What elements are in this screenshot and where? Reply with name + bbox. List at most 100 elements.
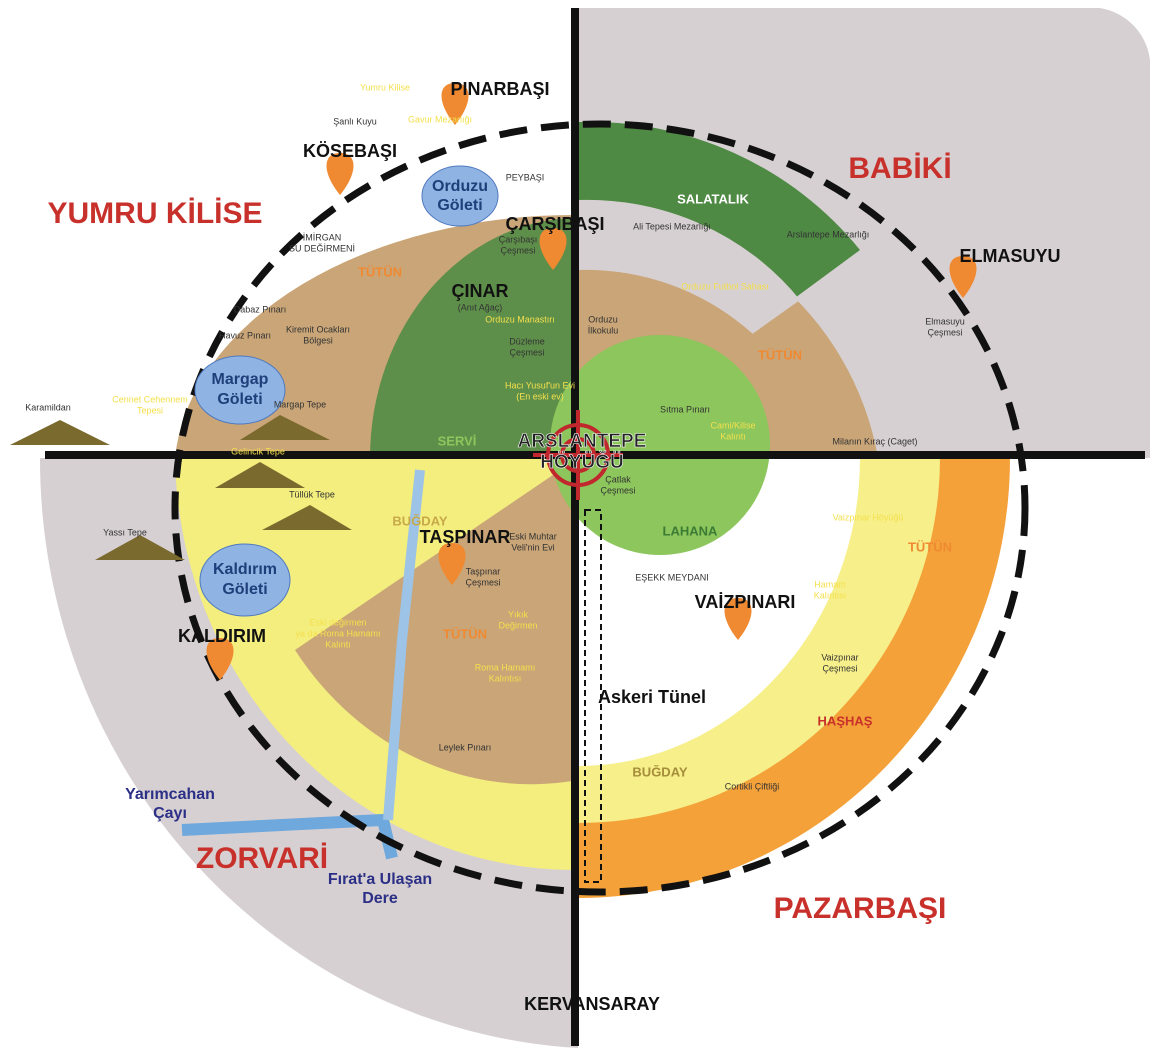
zone-label: TÜTÜN	[758, 347, 802, 362]
place-label: Karamildan	[25, 402, 71, 412]
water-label: Dere	[362, 890, 398, 907]
place-label: Çeşmesi	[600, 485, 635, 495]
place-label: Hamam	[814, 579, 846, 589]
place-label: Kiremit Ocakları	[286, 324, 350, 334]
water-label: Yarımcahan	[125, 786, 215, 803]
place-label: Kalıntı	[325, 639, 351, 649]
village-label: ÇARŞIBAŞI	[505, 214, 604, 234]
place-label: Çeşmesi	[500, 245, 535, 255]
place-label: Cennet Cehennem	[112, 394, 188, 404]
place-label: Hacı Yusuf'un Evi	[505, 380, 575, 390]
zone-label: TÜTÜN	[443, 626, 487, 641]
pond-label: Margap	[212, 371, 269, 388]
zone-label: TÜTÜN	[908, 539, 952, 554]
place-label: Şanlı Kuyu	[333, 116, 377, 126]
zone-label: BUĞDAY	[392, 513, 447, 528]
target	[533, 410, 623, 500]
place-label: Taşpınar	[466, 566, 501, 576]
place-label: Gavur Mezarlığı	[408, 114, 472, 124]
place-label: Bölgesi	[303, 335, 333, 345]
zone-label: ÇINAR	[452, 281, 509, 301]
region-label: YUMRU KİLİSE	[47, 197, 262, 230]
place-label: Çeşmesi	[465, 577, 500, 587]
zone-label: TÜTÜN	[358, 264, 402, 279]
place-label: Ali Tepesi Mezarlığı	[633, 221, 711, 231]
place-label: Yumru Kilise	[360, 82, 410, 92]
place-label: Vaizpınar Höyüğü	[833, 512, 904, 522]
pond-label: Göleti	[437, 197, 482, 214]
place-label: (En eski ev)	[516, 391, 564, 401]
place-label: Çarşıbaşı	[499, 234, 538, 244]
water-label: Çayı	[153, 805, 187, 822]
center-label: HÖYÜĞÜ	[540, 451, 623, 473]
place-label: Tüllük Tepe	[289, 489, 335, 499]
place-label: Eski Muhtar	[509, 531, 557, 541]
place-label: EŞEKK MEYDANI	[635, 572, 709, 582]
place-label: Milanın Kıraç (Caget)	[832, 436, 917, 446]
zone-label: HAŞHAŞ	[818, 713, 873, 728]
brown-sw	[295, 458, 578, 785]
green-center	[550, 335, 770, 555]
place-label: Arslantepe Mezarlığı	[787, 229, 870, 239]
pond	[194, 355, 286, 425]
place-label: Kalıntı	[720, 431, 746, 441]
region-label: BABİKİ	[848, 152, 951, 185]
place-label: Havuz Pınarı	[219, 330, 271, 340]
place-label: Veli'nin Evi	[511, 542, 554, 552]
place-label: Roma Hamamı	[475, 662, 536, 672]
place-label: Çatlak	[605, 474, 631, 484]
place-label: Düzleme	[509, 336, 545, 346]
hills	[10, 415, 352, 560]
place-label: Kalıntısı	[814, 590, 847, 600]
place-label: Dabaz Pınarı	[234, 304, 287, 314]
pond-label: Kaldırım	[213, 561, 277, 578]
place-label: SU DEĞİRMENİ	[289, 243, 355, 253]
place-label: Margap Tepe	[274, 399, 326, 409]
village-label: KERVANSARAY	[524, 994, 660, 1014]
zone-label: LAHANA	[663, 523, 718, 538]
place-label: Değirmen	[498, 620, 537, 630]
boundary	[171, 120, 1029, 896]
pond	[199, 543, 291, 617]
place-label: Askeri Tünel	[598, 687, 706, 707]
zone-label: (Anıt Ağaç)	[458, 302, 503, 312]
places: Yumru Kilise Şanlı Kuyu Gavur Mezarlığı PEY…	[25, 82, 965, 791]
pond-label: Göleti	[217, 391, 262, 408]
place-label: Tepesi	[137, 405, 163, 415]
pond	[421, 165, 499, 227]
place-label: Cortikli Çiftliği	[725, 781, 780, 791]
place-label: İMİRGAN	[303, 232, 342, 242]
green-nw	[370, 218, 578, 458]
place-label: Çeşmesi	[509, 347, 544, 357]
village-label: PINARBAŞI	[450, 79, 549, 99]
place-label: PEYBAŞI	[506, 172, 545, 182]
place-label: Orduzu	[588, 314, 618, 324]
stream	[383, 469, 425, 821]
center-label: ARSLANTEPE	[518, 431, 647, 452]
place-label: Çeşmesi	[822, 663, 857, 673]
place-label: Orduzu Futbol Sahası	[681, 281, 769, 291]
water-label: Fırat'a Ulaşan	[328, 871, 432, 888]
tunnel	[584, 509, 602, 883]
place-label: Kalıntısı	[489, 673, 522, 683]
region-label: PAZARBAŞI	[774, 892, 947, 925]
zone-label: SERVİ	[438, 433, 477, 448]
place-label: Yıkık	[508, 609, 529, 619]
pond-label: Göleti	[222, 581, 267, 598]
place-label: Gelincik Tepe	[231, 446, 285, 456]
village-label: KÖSEBAŞI	[303, 141, 397, 161]
place-label: Vaizpınar	[821, 652, 858, 662]
region-label: ZORVARİ	[196, 842, 328, 875]
place-label: Elmasuyu	[925, 316, 965, 326]
place-label: Sıtma Pınarı	[660, 404, 710, 414]
village-label: KALDIRIM	[178, 626, 266, 646]
pond-label: Orduzu	[432, 178, 488, 195]
place-label: Leylek Pınarı	[439, 742, 492, 752]
pins	[206, 83, 977, 680]
zone-label: BUĞDAY	[632, 764, 687, 779]
village-label: VAİZPINARI	[695, 592, 796, 612]
place-label: Çeşmesi	[927, 327, 962, 337]
village-label: TAŞPINAR	[420, 527, 511, 547]
place-label: Yassı Tepe	[103, 527, 147, 537]
